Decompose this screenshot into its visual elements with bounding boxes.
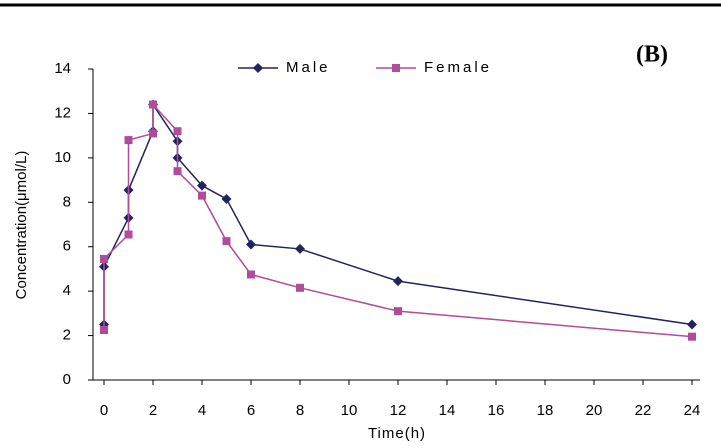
x-tick-label: 20	[586, 402, 603, 419]
x-tick-label: 6	[247, 402, 255, 419]
data-point	[688, 332, 696, 341]
x-axis-label: Time(h)	[368, 425, 426, 442]
data-point	[149, 100, 157, 109]
y-tick-label: 4	[63, 282, 71, 299]
x-tick-label: 8	[296, 402, 304, 419]
x-tick-label: 16	[488, 402, 505, 419]
data-point	[149, 129, 157, 138]
legend-label: Female	[424, 59, 492, 76]
y-tick-label: 12	[54, 104, 71, 121]
series-line	[103, 102, 693, 326]
y-tick-label: 0	[63, 371, 71, 388]
x-tick-label: 24	[684, 402, 701, 419]
x-tick-label: 14	[439, 402, 456, 419]
data-point	[124, 136, 133, 145]
y-tick-label: 2	[63, 327, 71, 344]
data-point	[124, 230, 133, 239]
legend-marker	[253, 63, 263, 73]
data-point	[222, 237, 231, 246]
data-point	[198, 191, 206, 200]
x-tick-label: 2	[149, 402, 157, 419]
data-point	[295, 243, 305, 254]
y-axis-label: Concentration(μmol/L)	[13, 151, 30, 300]
data-point	[393, 276, 403, 287]
x-tick-label: 0	[100, 402, 108, 419]
y-tick-label: 14	[54, 60, 71, 77]
x-tick-label: 4	[198, 402, 206, 419]
data-point	[100, 254, 108, 263]
series-line	[103, 102, 693, 338]
legend-label: Male	[286, 59, 331, 76]
data-point	[100, 326, 108, 335]
x-tick-label: 12	[390, 402, 407, 419]
data-point	[197, 180, 207, 191]
data-point	[296, 283, 304, 292]
x-tick-label: 10	[341, 402, 358, 419]
data-point	[247, 270, 255, 279]
x-tick-label: 18	[537, 402, 554, 419]
y-tick-label: 6	[63, 238, 71, 255]
data-point	[394, 307, 402, 316]
chart-title: (B)	[636, 42, 668, 68]
legend-marker	[392, 64, 400, 72]
data-point	[687, 319, 697, 330]
x-tick-label: 22	[635, 402, 652, 419]
data-point	[173, 127, 182, 136]
y-tick-label: 10	[54, 149, 71, 166]
y-tick-label: 8	[63, 193, 71, 210]
data-point	[173, 167, 182, 176]
data-point	[221, 193, 232, 204]
data-point	[246, 239, 256, 250]
